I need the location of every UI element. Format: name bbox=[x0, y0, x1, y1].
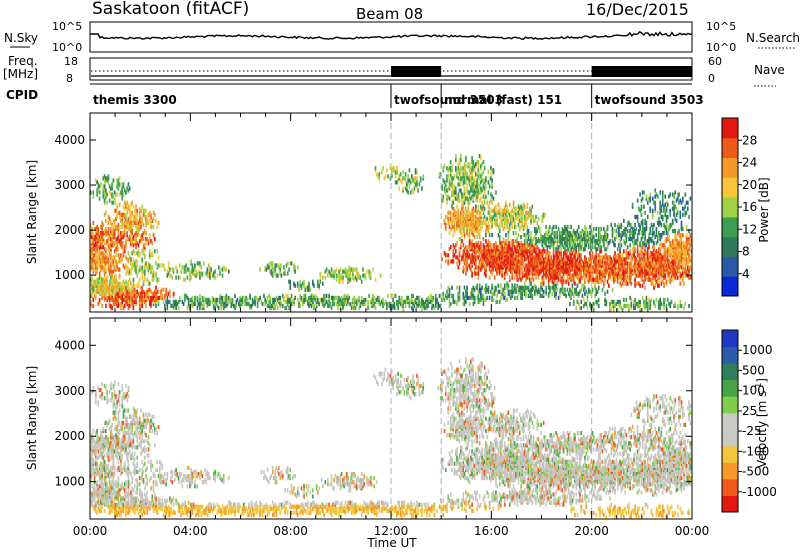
velocity-colorbar: -1000 -500 -100 -25 25 100 500 1000 Velocity [m… bbox=[721, 329, 777, 513]
power-colorbar-swatch bbox=[722, 137, 738, 159]
velocity-colorbar-swatch bbox=[722, 396, 738, 414]
freq-left-tick-bottom: 8 bbox=[66, 72, 73, 85]
y-tick-label: 3000 bbox=[54, 384, 85, 398]
y-tick-label: 1000 bbox=[54, 268, 85, 282]
noise-left-label: N.Sky bbox=[4, 31, 38, 45]
beam-label: Beam 08 bbox=[356, 5, 423, 23]
power-colorbar-tick-label: 24 bbox=[742, 156, 757, 170]
time-tick-label: 16:00 bbox=[474, 524, 509, 538]
time-tick-label: 08:00 bbox=[273, 524, 308, 538]
velocity-x-ticks bbox=[89, 318, 693, 519]
time-axis-labels: 00:00 04:00 08:00 12:00 16:00 20:00 00:00 bbox=[73, 524, 710, 538]
power-colorbar-swatch bbox=[722, 157, 738, 178]
noise-right-tick-top: 10^5 bbox=[706, 20, 736, 33]
time-axis-title: Time UT bbox=[366, 536, 417, 550]
y-tick-label: 2000 bbox=[54, 429, 85, 443]
noise-panel-frame bbox=[89, 21, 693, 53]
velocity-colorbar-tick-label: -100 bbox=[742, 444, 769, 458]
noise-left-tick-top: 10^5 bbox=[52, 20, 82, 33]
nave-block bbox=[591, 66, 692, 77]
power-colorbar-tick-label: 16 bbox=[742, 200, 757, 214]
velocity-colorbar-tick-label: 500 bbox=[742, 363, 765, 377]
y-tick-label: 4000 bbox=[54, 338, 85, 352]
power-colorbar-swatch bbox=[722, 256, 738, 277]
velocity-colorbar-tick-label: -25 bbox=[742, 424, 762, 438]
noise-sky-trace bbox=[90, 30, 693, 40]
velocity-colorbar-swatch bbox=[722, 379, 738, 397]
time-tick-label: 04:00 bbox=[173, 524, 208, 538]
velocity-panel: 1000 2000 3000 4000 Slant Range [km] bbox=[25, 317, 693, 520]
velocity-colorbar-frame bbox=[721, 329, 739, 513]
nave-block bbox=[391, 66, 442, 77]
power-colorbar-swatch bbox=[722, 118, 738, 139]
power-colorbar-swatch bbox=[722, 197, 738, 218]
power-colorbar: 4 8 12 16 20 24 28 Power [dB] bbox=[721, 117, 771, 297]
velocity-colorbar-tick-label: -1000 bbox=[742, 485, 777, 499]
velocity-colorbar-tick-label: -500 bbox=[742, 465, 769, 479]
cpid-segment-label: themis 3300 bbox=[93, 93, 177, 107]
noise-left-tick-bottom: 10^0 bbox=[52, 41, 82, 54]
velocity-data-cells bbox=[90, 357, 693, 520]
time-tick-label: 00:00 bbox=[675, 524, 710, 538]
power-colorbar-swatch bbox=[722, 236, 738, 257]
velocity-colorbar-tick-label: 25 bbox=[742, 404, 757, 418]
power-colorbar-swatch bbox=[722, 276, 738, 297]
y-tick-label: 4000 bbox=[54, 133, 85, 147]
velocity-colorbar-swatch bbox=[722, 346, 738, 364]
velocity-colorbar-tick-label: 100 bbox=[742, 384, 765, 398]
cpid-segment-label: twofsound 3503 bbox=[595, 93, 704, 107]
power-data-cells bbox=[90, 154, 693, 313]
power-colorbar-tick-label: 20 bbox=[742, 178, 757, 192]
y-tick-label: 1000 bbox=[54, 475, 85, 489]
time-tick-label: 12:00 bbox=[374, 524, 409, 538]
time-tick-label: 20:00 bbox=[574, 524, 609, 538]
site-title: Saskatoon (fitACF) bbox=[92, 0, 249, 19]
power-mode-dividers bbox=[390, 113, 593, 312]
freq-label-2: [MHz] bbox=[3, 67, 38, 81]
cpid-segment-label: twofsound 3503 bbox=[394, 93, 503, 107]
velocity-colorbar-swatch bbox=[722, 330, 738, 348]
velocity-colorbar-swatch bbox=[722, 445, 738, 463]
nave-right-tick-bottom: 0 bbox=[708, 72, 715, 85]
cpid-segment-label: normal (fast) 151 bbox=[444, 93, 562, 107]
power-colorbar-tick-label: 8 bbox=[742, 245, 750, 259]
y-tick-label: 2000 bbox=[54, 223, 85, 237]
power-colorbar-tick-label: 28 bbox=[742, 133, 757, 147]
velocity-colorbar-label: Velocity [m s-1] bbox=[754, 378, 769, 468]
y-tick-label: 3000 bbox=[54, 178, 85, 192]
power-x-ticks bbox=[89, 113, 693, 312]
power-colorbar-tick-label: 4 bbox=[742, 267, 750, 281]
velocity-colorbar-swatch bbox=[722, 462, 738, 480]
nave-right-tick-top: 60 bbox=[708, 55, 722, 68]
velocity-mode-dividers bbox=[390, 318, 593, 519]
velocity-colorbar-tick-label: 1000 bbox=[742, 343, 773, 357]
velocity-colorbar-swatch bbox=[722, 363, 738, 381]
date-label: 16/Dec/2015 bbox=[586, 0, 689, 19]
freq-left-tick-top: 18 bbox=[64, 55, 78, 68]
power-colorbar-tick-label: 12 bbox=[742, 222, 757, 236]
velocity-y-ticks: 1000 2000 3000 4000 bbox=[54, 338, 692, 489]
velocity-colorbar-swatch bbox=[722, 478, 738, 496]
velocity-colorbar-swatch bbox=[722, 429, 738, 447]
power-colorbar-swatch bbox=[722, 216, 738, 238]
cpid-label: CPID bbox=[6, 88, 38, 102]
velocity-colorbar-swatch bbox=[722, 495, 738, 513]
power-y-ticks: 1000 2000 3000 4000 bbox=[54, 133, 692, 282]
freq-label-1: Freq. bbox=[8, 54, 38, 68]
noise-right-tick-bottom: 10^0 bbox=[706, 41, 736, 54]
power-colorbar-swatch bbox=[722, 177, 738, 198]
nave-label: Nave bbox=[754, 63, 785, 77]
power-panel: 1000 2000 3000 4000 Slant Range [km] bbox=[25, 112, 693, 313]
nave-dense-blocks bbox=[391, 66, 692, 77]
power-y-axis-title: Slant Range [km] bbox=[25, 160, 39, 264]
velocity-y-axis-title: Slant Range [km] bbox=[25, 366, 39, 470]
power-colorbar-label: Power [dB] bbox=[757, 177, 771, 242]
time-tick-label: 00:00 bbox=[73, 524, 108, 538]
velocity-colorbar-swatch bbox=[722, 412, 738, 430]
noise-right-label: N.Search bbox=[746, 31, 800, 45]
